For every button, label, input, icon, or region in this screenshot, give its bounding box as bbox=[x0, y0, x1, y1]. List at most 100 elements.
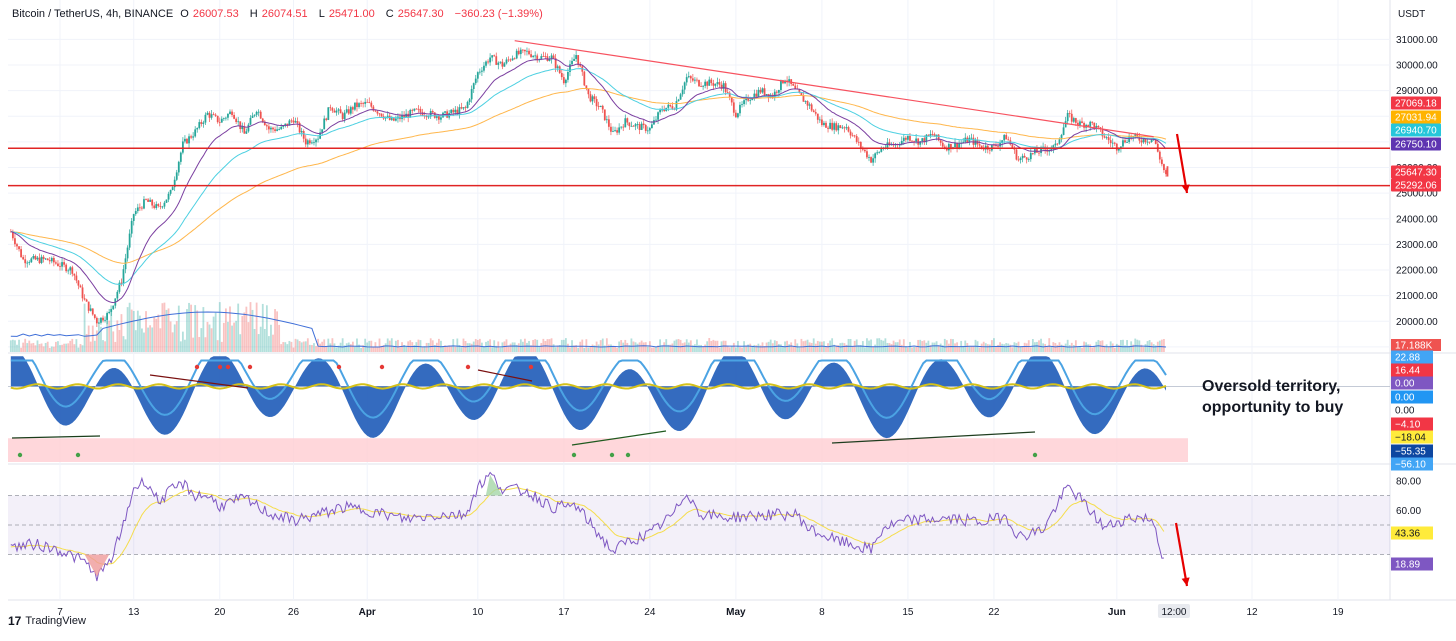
symbol-legend[interactable]: Bitcoin / TetherUS, 4h, BINANCE O 26007.5… bbox=[12, 8, 547, 20]
time-cursor-tag bbox=[1157, 604, 1190, 618]
volume-bar bbox=[89, 341, 92, 352]
candle-body bbox=[1105, 137, 1108, 139]
candle-body bbox=[599, 105, 602, 107]
candle-body bbox=[1103, 136, 1106, 138]
candle-body bbox=[360, 103, 362, 104]
volume-bar bbox=[896, 342, 899, 352]
osc-label-text: 16.44 bbox=[1395, 366, 1420, 377]
volume-bar bbox=[93, 340, 96, 352]
volume-bar bbox=[542, 338, 545, 352]
candle-body bbox=[63, 262, 65, 265]
volume-bar bbox=[241, 316, 244, 352]
volume-bar bbox=[171, 332, 174, 352]
volume-bar bbox=[876, 338, 879, 352]
price-label-tag bbox=[1391, 178, 1441, 192]
candle-body bbox=[806, 101, 809, 106]
candle-body bbox=[749, 100, 752, 101]
candle-body bbox=[814, 112, 817, 114]
time-tick-label: 22 bbox=[988, 607, 1000, 618]
volume-bar bbox=[698, 344, 700, 352]
volume-bar bbox=[282, 342, 285, 352]
volume-bar bbox=[306, 338, 309, 352]
footer-brand[interactable]: 17 TradingView bbox=[8, 614, 86, 628]
candle-body bbox=[655, 119, 657, 121]
candle-body bbox=[898, 144, 901, 146]
low-value: 25471.00 bbox=[328, 8, 375, 20]
candle-body bbox=[950, 143, 952, 150]
candle-body bbox=[970, 137, 973, 139]
volume-bar bbox=[188, 302, 190, 352]
candle-body bbox=[147, 199, 149, 202]
candle-body bbox=[941, 142, 944, 147]
volume-bar bbox=[210, 328, 213, 352]
volume-bar bbox=[134, 330, 137, 352]
candle-body bbox=[638, 124, 641, 130]
candle-body bbox=[1160, 159, 1163, 165]
candle-body bbox=[722, 83, 725, 89]
volume-bar bbox=[159, 328, 162, 352]
candle-body bbox=[1140, 140, 1143, 143]
candle-body bbox=[87, 301, 90, 311]
candle-body bbox=[177, 161, 180, 173]
candle-body bbox=[1134, 134, 1137, 137]
candle-body bbox=[227, 114, 229, 118]
candle-body bbox=[943, 146, 946, 149]
candle-body bbox=[911, 140, 913, 142]
volume-bar bbox=[384, 343, 387, 352]
candle-body bbox=[212, 114, 215, 116]
candle-body bbox=[450, 109, 453, 114]
buy-signal-dot bbox=[571, 452, 577, 458]
candle-body bbox=[593, 96, 596, 100]
candle-body bbox=[141, 207, 143, 209]
volume-bar bbox=[798, 347, 801, 352]
osc-label-tag bbox=[1391, 457, 1433, 471]
volume-bar bbox=[1154, 345, 1157, 352]
time-tick-label: Jun bbox=[1108, 607, 1126, 618]
volume-bar bbox=[345, 343, 348, 352]
volume-bar bbox=[646, 346, 649, 352]
candle-body bbox=[339, 109, 342, 114]
divergence-line bbox=[149, 374, 249, 389]
price-tick-label: 21000.00 bbox=[1396, 291, 1438, 302]
candle-body bbox=[14, 238, 16, 245]
candle-body bbox=[1005, 135, 1008, 140]
sell-signal-dot bbox=[247, 364, 253, 370]
volume-bar bbox=[319, 343, 322, 352]
candle-body bbox=[698, 80, 700, 87]
volume-bar bbox=[753, 344, 756, 352]
candle-body bbox=[888, 142, 891, 146]
volume-bar bbox=[294, 338, 297, 352]
symbol-title[interactable]: Bitcoin / TetherUS, 4h, BINANCE bbox=[12, 8, 174, 20]
price-label-tag bbox=[1391, 165, 1441, 179]
candle-body bbox=[716, 82, 719, 84]
volume-bar bbox=[1117, 344, 1120, 352]
volume-bar bbox=[583, 347, 586, 352]
volume-bar bbox=[851, 346, 854, 352]
candle-body bbox=[603, 109, 606, 121]
candle-body bbox=[376, 111, 379, 114]
candle-body bbox=[841, 127, 844, 129]
volume-bar bbox=[1120, 339, 1122, 352]
volume-bar bbox=[337, 345, 340, 352]
volume-bar bbox=[118, 329, 121, 352]
oversold-zone bbox=[8, 438, 1188, 462]
volume-bar bbox=[1089, 344, 1092, 352]
volume-bar bbox=[20, 347, 22, 352]
candle-body-last bbox=[1166, 166, 1169, 177]
candle-body bbox=[874, 153, 877, 159]
candle-body bbox=[323, 118, 326, 130]
volume-bar bbox=[341, 338, 344, 352]
volume-bar bbox=[1048, 338, 1051, 352]
candle-body bbox=[745, 97, 748, 101]
low-label: L bbox=[318, 8, 325, 20]
volume-bar bbox=[792, 346, 795, 352]
candle-body bbox=[947, 143, 950, 151]
brand-name[interactable]: TradingView bbox=[25, 615, 86, 627]
candle-body bbox=[554, 58, 557, 69]
candle-body bbox=[1019, 158, 1022, 160]
volume-bar bbox=[880, 339, 883, 352]
price-tick-label: 31000.00 bbox=[1396, 35, 1438, 46]
volume-bar bbox=[675, 339, 678, 352]
volume-bar bbox=[540, 342, 543, 352]
